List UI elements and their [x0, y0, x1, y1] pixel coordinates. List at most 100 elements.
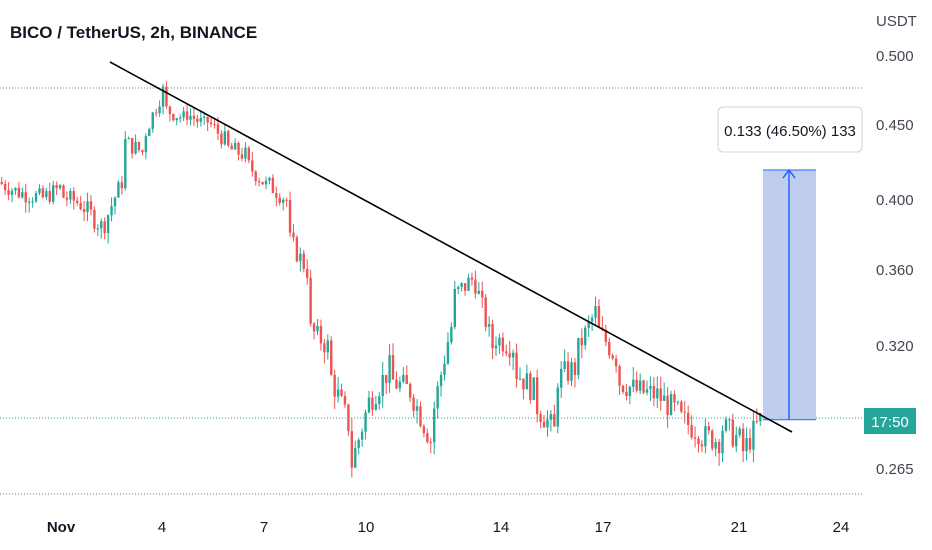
candle: [48, 182, 51, 205]
price-tick-label: 0.500: [876, 48, 914, 65]
candle: [604, 324, 608, 347]
candle: [182, 107, 185, 121]
candle: [72, 187, 75, 210]
candle: [491, 319, 494, 359]
candle: [594, 296, 597, 327]
candle: [384, 374, 388, 395]
candle: [560, 361, 563, 398]
candle: [590, 314, 594, 331]
candle: [271, 174, 275, 194]
candle: [673, 390, 676, 412]
candle: [408, 382, 412, 402]
candle: [281, 197, 285, 211]
candle: [172, 113, 175, 122]
price-tick-label: 0.400: [876, 192, 914, 209]
candle: [244, 142, 247, 163]
candle: [687, 405, 690, 435]
candle: [130, 137, 134, 159]
candle: [755, 408, 759, 424]
candle: [151, 111, 154, 133]
candle: [573, 358, 577, 388]
candle: [323, 338, 326, 364]
candle: [340, 383, 343, 398]
candle: [676, 400, 680, 406]
candle: [168, 105, 172, 122]
candle: [566, 352, 570, 385]
candle: [580, 328, 583, 359]
candle: [652, 377, 656, 407]
candle: [518, 367, 522, 381]
candle: [683, 400, 686, 424]
candle: [748, 428, 752, 454]
candle: [268, 176, 271, 185]
candle: [79, 195, 82, 211]
candle: [96, 224, 100, 236]
candle: [206, 116, 209, 132]
candle: [196, 114, 199, 128]
measure-label-background: [717, 106, 863, 153]
candle: [714, 438, 717, 457]
candle: [707, 421, 710, 435]
candle: [227, 129, 230, 148]
candle: [515, 343, 518, 388]
candle: [86, 192, 89, 222]
candle: [477, 282, 481, 295]
candle: [127, 136, 130, 140]
candle: [148, 127, 151, 137]
candle: [165, 81, 168, 109]
candle: [388, 344, 391, 393]
candle: [731, 413, 735, 448]
candle: [295, 235, 299, 263]
candle: [100, 218, 103, 239]
candle: [141, 149, 144, 156]
candle: [498, 333, 501, 354]
candle: [549, 410, 553, 432]
candle: [76, 196, 79, 206]
candle: [154, 108, 158, 117]
candle: [656, 376, 659, 409]
candle: [343, 391, 347, 408]
candle: [532, 377, 535, 401]
candle: [443, 355, 446, 381]
candle: [0, 176, 3, 185]
candle: [247, 146, 251, 164]
candle: [693, 426, 697, 448]
candle: [189, 108, 192, 126]
candle: [422, 424, 426, 438]
candle: [3, 179, 7, 195]
candle: [117, 179, 120, 198]
candle: [474, 270, 477, 299]
current-price-tag-background: [864, 408, 916, 434]
candle: [649, 376, 652, 401]
candle: [721, 425, 724, 463]
candle: [426, 428, 429, 444]
candle: [10, 188, 14, 203]
candle: [398, 376, 402, 393]
candle: [638, 373, 642, 395]
candle: [446, 332, 450, 366]
candle: [525, 364, 529, 390]
candle: [69, 188, 72, 205]
candle: [460, 282, 463, 292]
candle: [106, 214, 110, 244]
candle: [542, 415, 546, 428]
time-tick-label: 17: [595, 519, 612, 536]
candle: [261, 181, 264, 185]
candle: [553, 404, 556, 427]
candle: [659, 376, 662, 411]
candle: [237, 141, 240, 161]
time-tick-label: 24: [833, 519, 850, 536]
candle: [38, 184, 41, 196]
candle: [220, 130, 223, 149]
candle: [728, 418, 731, 431]
candle: [302, 249, 305, 273]
candle: [330, 336, 333, 376]
candle: [535, 369, 539, 423]
candle: [316, 319, 319, 336]
candle: [642, 379, 645, 395]
candle: [223, 125, 227, 146]
candle: [378, 392, 381, 410]
time-tick-label: Nov: [47, 519, 76, 536]
candle: [65, 191, 69, 207]
candle: [137, 141, 141, 153]
